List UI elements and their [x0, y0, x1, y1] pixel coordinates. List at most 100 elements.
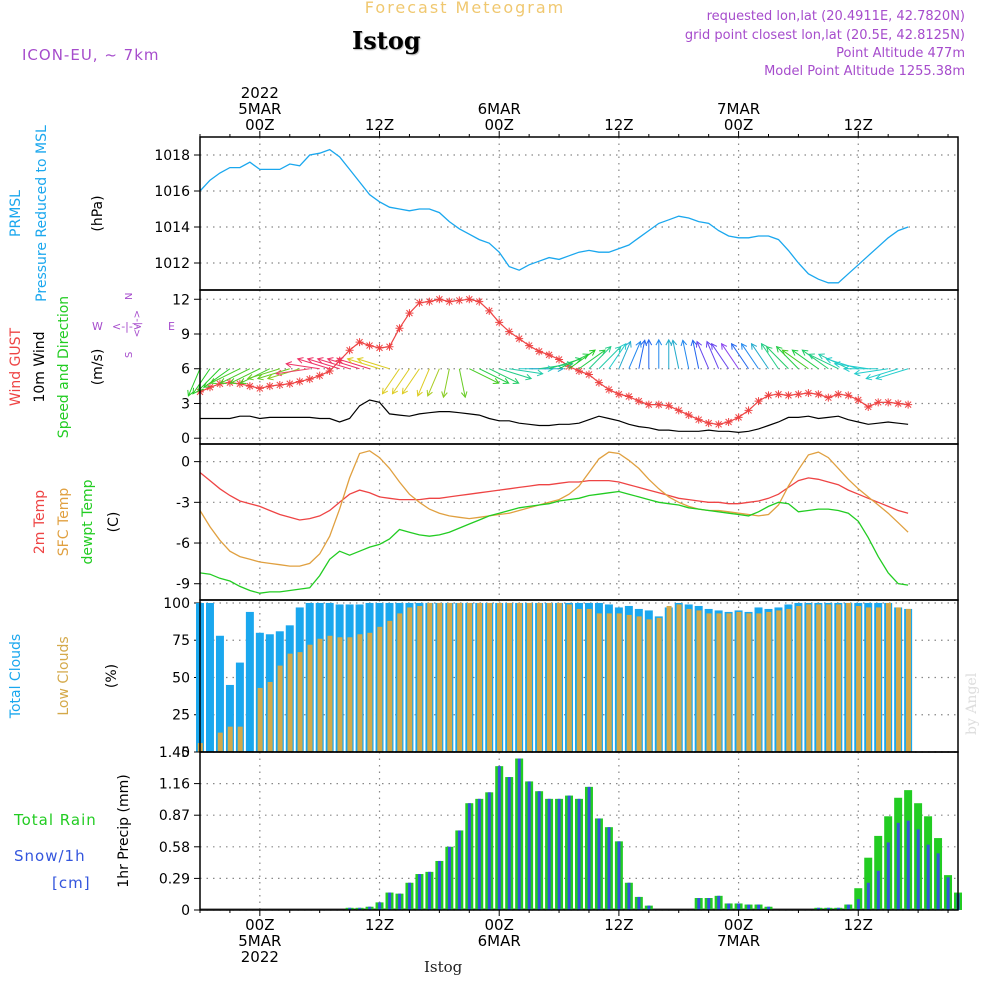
cloud-bar-total — [235, 662, 244, 752]
wind-arrow — [197, 368, 221, 392]
panel-pressure: 1012 1014 1016 1018 — [154, 137, 958, 290]
gust-marker — [235, 379, 244, 388]
wind-arrow — [750, 342, 769, 370]
gust-marker — [714, 420, 723, 429]
gust-marker — [844, 391, 853, 400]
precip-bar-snow — [427, 871, 431, 910]
footer-location: Istog — [424, 958, 463, 976]
bottom-axis-label: 00Z — [724, 916, 753, 934]
cloud-bar-low — [387, 620, 393, 752]
wind-arrow-shaft — [499, 368, 532, 380]
cloud-bar-low — [636, 616, 642, 752]
gust-marker — [744, 406, 753, 415]
precip-bar-snow — [737, 903, 741, 910]
gust-marker — [604, 385, 613, 394]
cloud-bar-low — [616, 613, 622, 752]
wind-arrow-shaft — [347, 358, 380, 370]
bottom-axis-label: 7MAR — [717, 932, 760, 950]
ytick-label-pressure: 1016 — [154, 184, 190, 200]
gust-marker — [654, 400, 663, 409]
ytick-label-clouds: 75 — [172, 633, 190, 649]
wind-arrow-shaft — [187, 368, 201, 397]
cloud-bar-low — [895, 607, 901, 752]
cloud-bar-low — [447, 602, 453, 752]
bottom-axis-label: 12Z — [604, 916, 633, 934]
cloud-bar-low — [257, 687, 263, 752]
cloud-bar-low — [666, 605, 672, 752]
wind-arrow — [608, 342, 627, 370]
wind-arrow-shaft — [382, 368, 400, 395]
wind-arrow-shaft — [711, 343, 730, 370]
cloud-bar-low — [746, 613, 752, 752]
wind-arrow-head — [460, 391, 468, 399]
gust-marker — [694, 415, 703, 424]
precip-bar-snow — [767, 906, 771, 910]
wind-arrow-head — [604, 345, 612, 353]
wind-arrow-head — [187, 389, 194, 397]
wind-arrow — [665, 338, 673, 369]
cloud-bar-low — [367, 632, 373, 752]
ytick-label-clouds: 25 — [172, 708, 190, 724]
gust-marker — [704, 419, 713, 428]
wind-arrow-shaft — [479, 368, 509, 384]
cloud-bar-low — [536, 602, 542, 752]
wind-arrow-head — [740, 342, 748, 350]
wind-arrow-shaft — [458, 368, 466, 398]
top-axis-label: 7MAR — [717, 100, 760, 118]
top-axis-label: 2022 — [241, 84, 279, 102]
wind-arrow-shaft — [417, 368, 430, 397]
cloud-bar-low — [477, 602, 483, 752]
cloud-bar-low — [826, 604, 832, 752]
ylabel-clouds-0: Total Clouds — [8, 634, 24, 719]
gust-marker — [425, 297, 434, 306]
wind-arrow-shaft — [357, 358, 390, 370]
precip-bar-snow — [906, 820, 910, 910]
precip-bar-snow — [457, 830, 461, 910]
compass-we-arrow: <-|-> — [112, 320, 142, 333]
gust-marker — [265, 382, 274, 391]
wind-arrow-shaft — [682, 340, 690, 369]
gust-marker — [545, 350, 554, 359]
compass-w: W — [92, 320, 103, 333]
wind-arrow — [391, 368, 410, 395]
gust-marker — [624, 392, 633, 401]
gust-marker — [305, 375, 314, 384]
wind-arrow-shaft — [866, 368, 899, 380]
cloud-bar-low — [686, 608, 692, 752]
wind-arrow — [381, 368, 400, 395]
precip-bar-snow — [398, 893, 402, 910]
wind-arrow — [416, 368, 430, 397]
precip-bar-snow — [936, 853, 940, 910]
cloud-bar-low — [885, 602, 891, 752]
wind-arrow — [680, 339, 690, 369]
gust-marker — [385, 342, 394, 351]
bottom-axis-label: 12Z — [844, 916, 873, 934]
precip-bar-snow — [467, 803, 471, 910]
cloud-bar-low — [277, 665, 283, 752]
precip-bar-snow — [896, 822, 900, 910]
ylabel-pressure-2: (hPa) — [90, 195, 106, 231]
wind-arrow — [720, 342, 739, 370]
wind-arrow-shaft — [776, 346, 799, 370]
compass-e: E — [168, 320, 175, 333]
wind-arrow — [875, 368, 909, 381]
ytick-label-precip: 1.16 — [159, 777, 190, 793]
bottom-axis-label: 6MAR — [478, 932, 521, 950]
cloud-bar-low — [626, 614, 632, 752]
product-title: Forecast Meteogram — [364, 0, 566, 17]
gust-marker — [894, 399, 903, 408]
gust-marker — [774, 390, 783, 399]
wind-arrow — [690, 339, 700, 369]
ylabel-temperature-0: 2m Temp — [32, 490, 48, 554]
wind-arrow — [401, 368, 420, 395]
wind-arrow — [740, 342, 759, 370]
cloud-bar-low — [786, 608, 792, 752]
wind-arrow-shaft — [307, 358, 340, 370]
wind-arrow — [219, 368, 251, 384]
gust-marker — [754, 397, 763, 406]
gust-marker — [874, 398, 883, 407]
precip-bar-snow — [418, 874, 422, 910]
gust-marker — [634, 397, 643, 406]
wind-arrow — [229, 368, 261, 384]
ytick-label-clouds: 50 — [172, 670, 190, 686]
